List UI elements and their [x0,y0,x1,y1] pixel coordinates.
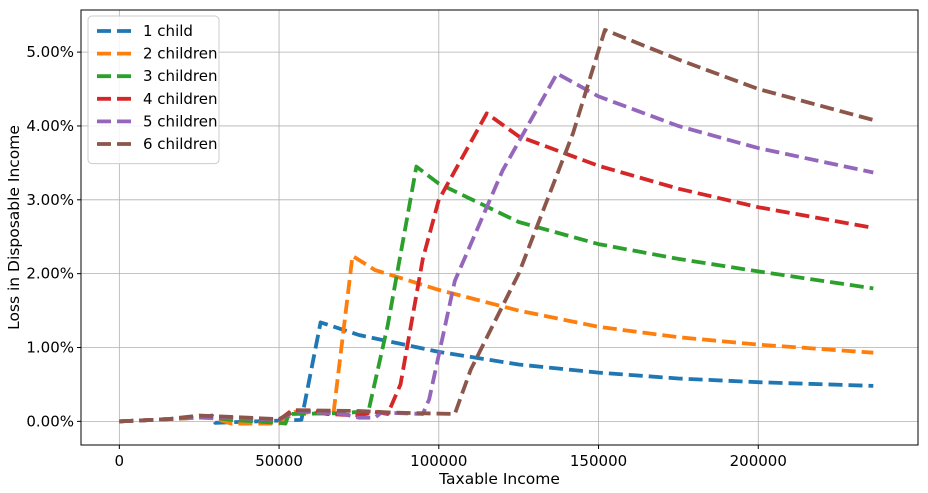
legend-label: 1 child [143,22,193,40]
x-tick-label: 150000 [570,452,627,470]
legend-label: 4 children [143,90,218,108]
x-tick-label: 100000 [410,452,467,470]
series-line [119,320,874,425]
legend-label: 3 children [143,67,218,85]
y-tick-label: 0.00% [26,412,74,430]
y-tick-label: 4.00% [26,117,74,135]
series-line [119,111,874,424]
series-line [119,164,874,426]
y-tick-label: 5.00% [26,43,74,61]
y-axis-ticks: 0.00% 1.00% 2.00% 3.00% 4.00% 5.00% [26,43,81,430]
series-line [119,254,874,426]
plot-frame [80,9,919,446]
x-tick-label: 0 [115,452,125,470]
legend-label: 5 children [143,112,218,130]
y-tick-label: 1.00% [26,339,74,357]
y-tick-label: 3.00% [26,191,74,209]
legend-label: 6 children [143,135,218,153]
y-axis-label: Loss in Disposable Income [5,125,23,330]
x-axis-ticks: 0 50000 100000 150000 200000 [115,445,787,470]
x-axis-label: Taxable Income [438,470,560,488]
series-line [119,28,874,424]
x-tick-label: 200000 [730,452,787,470]
legend-label: 2 children [143,45,218,63]
series-group [119,28,874,426]
y-tick-label: 2.00% [26,265,74,283]
legend: 1 child 2 children 3 children 4 children 5 c… [87,15,220,165]
x-tick-label: 50000 [255,452,303,470]
